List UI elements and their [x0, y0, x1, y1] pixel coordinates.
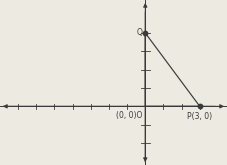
- Point: [143, 32, 147, 34]
- Text: Q: Q: [136, 29, 142, 37]
- Point: [198, 105, 202, 108]
- Text: (0, 0)O: (0, 0)O: [116, 112, 143, 120]
- Text: P(3, 0): P(3, 0): [187, 112, 212, 121]
